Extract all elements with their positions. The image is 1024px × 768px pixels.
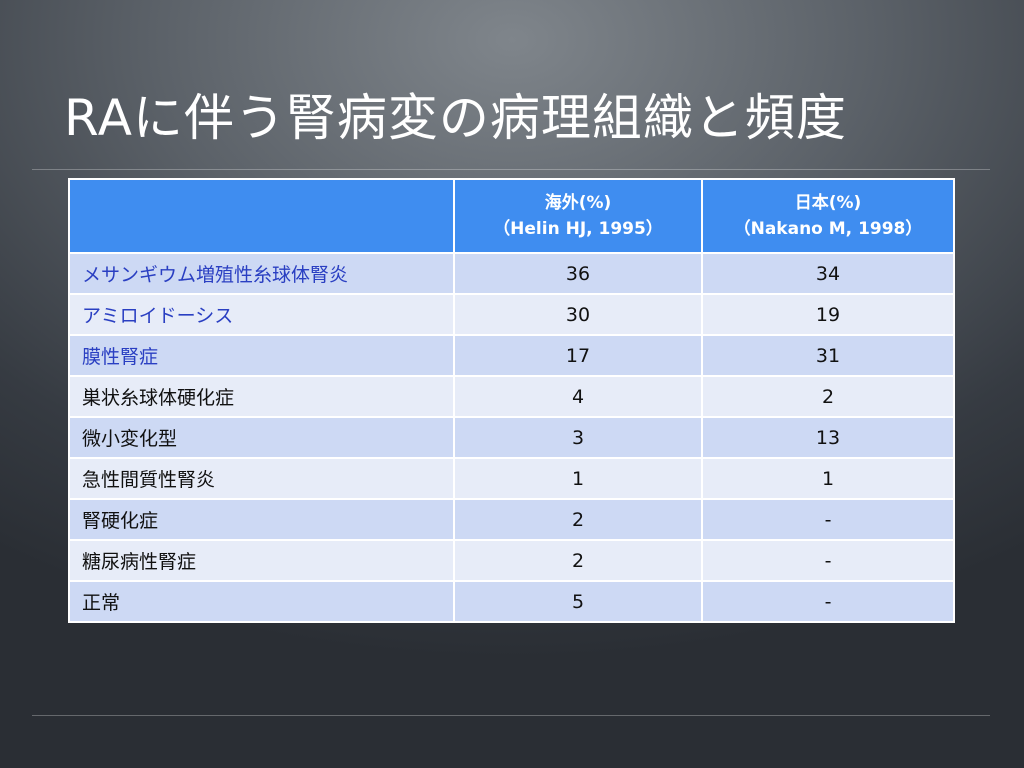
japan-value: 19 bbox=[701, 293, 955, 336]
overseas-value: 36 bbox=[453, 252, 703, 295]
overseas-value: 2 bbox=[453, 539, 703, 582]
overseas-value: 30 bbox=[453, 293, 703, 336]
table-row: 膜性腎症 17 31 bbox=[68, 334, 955, 377]
japan-value: 34 bbox=[701, 252, 955, 295]
row-label: アミロイドーシス bbox=[68, 293, 455, 336]
footer-divider bbox=[32, 715, 990, 716]
header-cell-empty bbox=[68, 178, 455, 254]
header-cell-overseas: 海外(%) （Helin HJ, 1995） bbox=[453, 178, 703, 254]
japan-value: 13 bbox=[701, 416, 955, 459]
japan-value: - bbox=[701, 539, 955, 582]
table-row: 正常 5- bbox=[68, 580, 955, 623]
row-label: 腎硬化症 bbox=[68, 498, 455, 541]
row-label: 膜性腎症 bbox=[68, 334, 455, 377]
pathology-frequency-table: 海外(%) （Helin HJ, 1995） 日本(%) （Nakano M, … bbox=[68, 178, 955, 623]
header-cell-japan: 日本(%) （Nakano M, 1998） bbox=[701, 178, 955, 254]
overseas-value: 4 bbox=[453, 375, 703, 418]
header-overseas-title: 海外(%) bbox=[544, 193, 612, 213]
table-row: 腎硬化症 2- bbox=[68, 498, 955, 541]
overseas-value: 3 bbox=[453, 416, 703, 459]
japan-value: 2 bbox=[701, 375, 955, 418]
header-japan-source: （Nakano M, 1998） bbox=[733, 219, 923, 239]
japan-value: - bbox=[701, 580, 955, 623]
overseas-value: 5 bbox=[453, 580, 703, 623]
row-label: 正常 bbox=[68, 580, 455, 623]
header-overseas-source: （Helin HJ, 1995） bbox=[493, 219, 663, 239]
table-row: アミロイドーシス 30 19 bbox=[68, 293, 955, 336]
row-label: 糖尿病性腎症 bbox=[68, 539, 455, 582]
overseas-value: 2 bbox=[453, 498, 703, 541]
slide-title: RAに伴う腎病変の病理組織と頻度 bbox=[64, 89, 847, 147]
row-label: メサンギウム増殖性糸球体腎炎 bbox=[68, 252, 455, 295]
row-label: 急性間質性腎炎 bbox=[68, 457, 455, 500]
table-row: 糖尿病性腎症 2- bbox=[68, 539, 955, 582]
table-row: 巣状糸球体硬化症 4 2 bbox=[68, 375, 955, 418]
table-row: 微小変化型 3 13 bbox=[68, 416, 955, 459]
row-label: 巣状糸球体硬化症 bbox=[68, 375, 455, 418]
table-row: メサンギウム増殖性糸球体腎炎 36 34 bbox=[68, 252, 955, 295]
japan-value: 31 bbox=[701, 334, 955, 377]
row-label: 微小変化型 bbox=[68, 416, 455, 459]
overseas-value: 1 bbox=[453, 457, 703, 500]
title-divider bbox=[32, 169, 990, 170]
japan-value: - bbox=[701, 498, 955, 541]
japan-value: 1 bbox=[701, 457, 955, 500]
header-japan-title: 日本(%) bbox=[794, 193, 862, 213]
overseas-value: 17 bbox=[453, 334, 703, 377]
table-header-row: 海外(%) （Helin HJ, 1995） 日本(%) （Nakano M, … bbox=[68, 178, 955, 254]
table-row: 急性間質性腎炎 1 1 bbox=[68, 457, 955, 500]
